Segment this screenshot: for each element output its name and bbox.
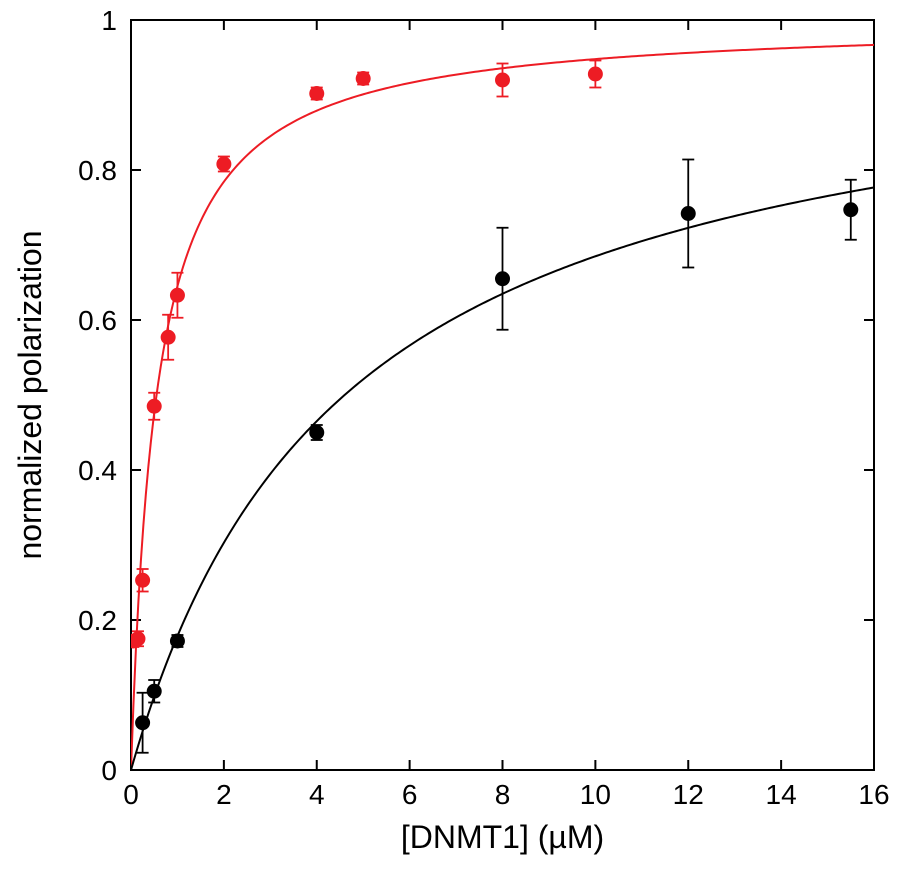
x-tick-label: 14 [766,779,797,810]
binding-chart: 0 2 4 6 8 10 12 14 16 0 0.2 0.4 0.6 0.8 1 [DNMT1] (µM) n… [0,0,900,879]
data-point-black [136,716,150,730]
data-point-black [147,684,161,698]
x-tick-label: 12 [673,779,704,810]
x-tick-label: 4 [309,779,325,810]
x-tick-label: 0 [123,779,139,810]
data-point-black [496,272,510,286]
y-axis-title: normalized polarization [12,230,48,559]
y-tick-label: 0.2 [78,605,117,636]
data-point-black [844,203,858,217]
y-tick-label: 0 [101,755,117,786]
data-point-red [496,73,510,87]
x-tick-label: 10 [580,779,611,810]
y-tick-label: 1 [101,5,117,36]
data-point-red [136,573,150,587]
y-tick-label: 0.6 [78,305,117,336]
y-tick-label: 0.4 [78,455,117,486]
data-point-black [170,634,184,648]
data-point-black [681,207,695,221]
data-point-red [131,632,145,646]
data-point-red [217,157,231,171]
data-point-red [310,87,324,101]
data-point-red [170,288,184,302]
x-axis-title: [DNMT1] (µM) [401,819,604,855]
chart-svg: 0 2 4 6 8 10 12 14 16 0 0.2 0.4 0.6 0.8 1 [DNMT1] (µM) n… [0,0,900,879]
data-point-red [147,399,161,413]
data-point-black [310,426,324,440]
data-point-red [356,72,370,86]
x-tick-label: 2 [216,779,232,810]
x-tick-label: 16 [858,779,889,810]
x-tick-label: 6 [402,779,418,810]
data-point-red [588,67,602,81]
y-tick-label: 0.8 [78,155,117,186]
x-tick-label: 8 [495,779,511,810]
data-point-red [161,330,175,344]
